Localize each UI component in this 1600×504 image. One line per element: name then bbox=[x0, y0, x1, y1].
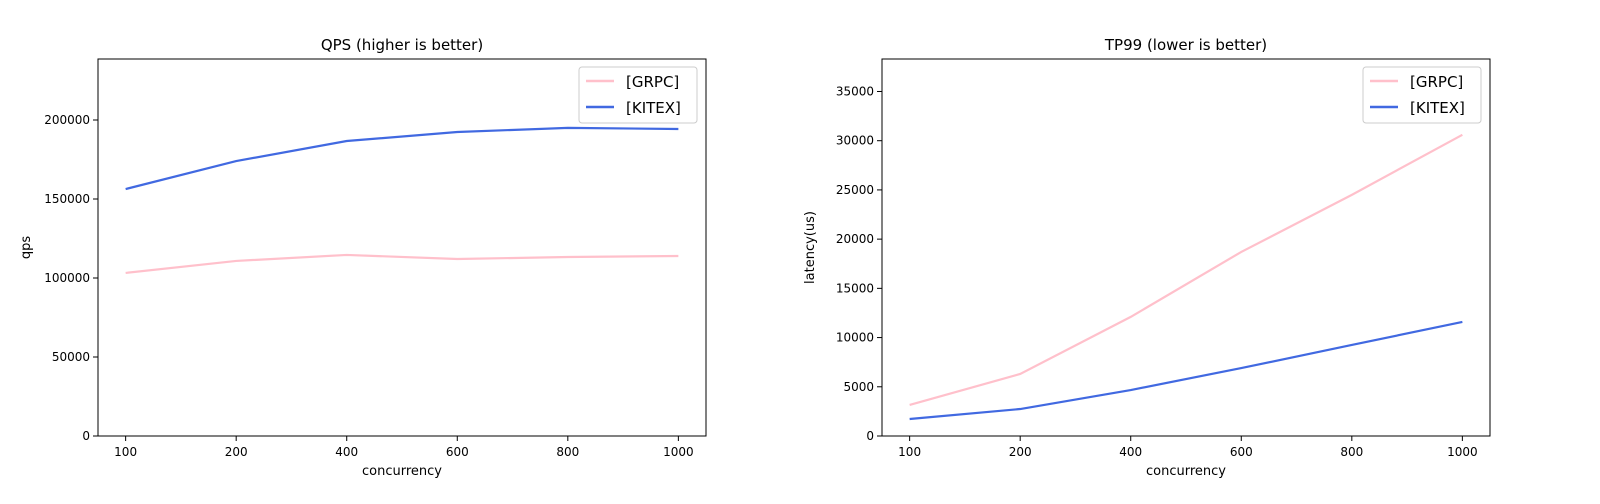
y-tick-label: 15000 bbox=[836, 281, 874, 295]
y-axis-label: latency(us) bbox=[803, 211, 818, 284]
y-tick-label: 30000 bbox=[836, 134, 874, 148]
x-tick-label: 400 bbox=[335, 445, 358, 459]
y-tick-label: 35000 bbox=[836, 84, 874, 98]
y-axis-label: qps bbox=[19, 236, 34, 260]
legend-label: [GRPC] bbox=[1410, 73, 1463, 91]
legend: [GRPC] [KITEX] bbox=[1363, 67, 1481, 123]
y-tick-label: 25000 bbox=[836, 183, 874, 197]
series-line-grpc bbox=[126, 255, 679, 273]
series-line-grpc bbox=[910, 135, 1463, 405]
series-line-kitex bbox=[126, 128, 679, 189]
x-tick-label: 400 bbox=[1119, 445, 1142, 459]
x-axis-label: concurrency bbox=[362, 464, 442, 479]
chart-title: QPS (higher is better) bbox=[321, 36, 483, 54]
x-tick-label: 200 bbox=[225, 445, 248, 459]
y-tick-label: 50000 bbox=[52, 350, 90, 364]
chart-title: TP99 (lower is better) bbox=[1104, 36, 1267, 54]
x-tick-label: 200 bbox=[1009, 445, 1032, 459]
x-tick-label: 1000 bbox=[1447, 445, 1478, 459]
y-tick-label: 20000 bbox=[836, 232, 874, 246]
x-tick-label: 100 bbox=[114, 445, 137, 459]
y-tick-label: 0 bbox=[82, 429, 90, 443]
legend-label: [GRPC] bbox=[626, 73, 679, 91]
y-tick-label: 10000 bbox=[836, 331, 874, 345]
x-tick-label: 1000 bbox=[663, 445, 694, 459]
x-tick-label: 800 bbox=[556, 445, 579, 459]
y-tick-label: 0 bbox=[866, 429, 874, 443]
y-tick-label: 5000 bbox=[843, 380, 874, 394]
x-tick-label: 100 bbox=[898, 445, 921, 459]
x-tick-label: 800 bbox=[1340, 445, 1363, 459]
legend: [GRPC] [KITEX] bbox=[579, 67, 697, 123]
x-axis-label: concurrency bbox=[1146, 464, 1226, 479]
x-tick-label: 600 bbox=[446, 445, 469, 459]
legend-label: [KITEX] bbox=[1410, 99, 1465, 117]
y-tick-label: 200000 bbox=[44, 113, 90, 127]
x-tick-label: 600 bbox=[1230, 445, 1253, 459]
y-tick-label: 100000 bbox=[44, 271, 90, 285]
chart-2: TP99 (lower is better) concurrency latency… bbox=[803, 36, 1490, 479]
legend-label: [KITEX] bbox=[626, 99, 681, 117]
y-tick-label: 150000 bbox=[44, 192, 90, 206]
series-line-kitex bbox=[910, 322, 1463, 419]
chart-1: QPS (higher is better) concurrency qps 100 2… bbox=[19, 36, 706, 479]
